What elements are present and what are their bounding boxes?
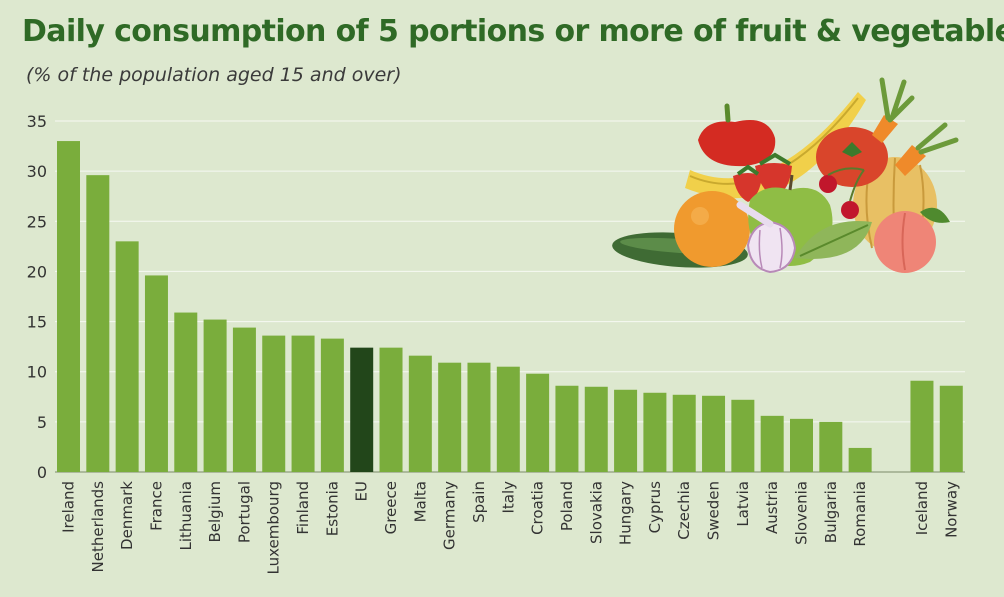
- bar-poland: [555, 385, 579, 472]
- x-tick-label: France: [147, 481, 165, 531]
- x-tick-label: Estonia: [323, 481, 341, 536]
- bar-france: [144, 275, 168, 472]
- x-tick-label: Hungary: [617, 481, 635, 545]
- bar-italy: [496, 366, 520, 472]
- bar-greece: [379, 347, 403, 472]
- x-tick-label: Lithuania: [177, 481, 195, 550]
- x-tick-label: Czechia: [675, 481, 693, 540]
- y-tick-label: 25: [27, 212, 47, 231]
- bar-iceland: [910, 380, 934, 472]
- y-tick-label: 15: [27, 313, 47, 332]
- bar-luxembourg: [262, 335, 286, 472]
- chart-subtitle: (% of the population aged 15 and over): [26, 64, 402, 86]
- x-tick-label: Netherlands: [89, 481, 107, 573]
- bar-bulgaria: [819, 421, 843, 472]
- bar-portugal: [232, 327, 256, 472]
- bar-netherlands: [86, 175, 110, 472]
- y-tick-label: 35: [27, 112, 47, 131]
- bar-germany: [438, 362, 462, 472]
- bar-croatia: [526, 373, 550, 472]
- bar-estonia: [320, 338, 344, 472]
- x-tick-label: Austria: [763, 481, 781, 534]
- x-tick-label: Italy: [499, 481, 517, 514]
- bar-slovakia: [584, 386, 608, 472]
- x-tick-label: Iceland: [913, 481, 931, 535]
- bar-slovenia: [790, 418, 813, 472]
- bar-romania: [848, 447, 872, 472]
- x-tick-label: Belgium: [206, 481, 224, 543]
- bar-denmark: [115, 241, 139, 472]
- x-tick-label: Slovenia: [793, 481, 811, 545]
- x-tick-label: Portugal: [235, 481, 253, 543]
- bar-latvia: [731, 399, 755, 472]
- x-tick-label: Poland: [558, 481, 576, 531]
- bar-ireland: [57, 141, 80, 472]
- y-tick-label: 10: [27, 363, 47, 382]
- y-tick-label: 20: [27, 262, 47, 281]
- x-tick-label: Ireland: [60, 481, 78, 533]
- y-tick-label: 30: [27, 162, 47, 181]
- x-tick-label: Spain: [470, 481, 488, 523]
- bar-lithuania: [174, 312, 198, 472]
- x-tick-labels: Ireland Netherlands Denmark France Lithuania…: [60, 481, 961, 575]
- y-tick-label: 5: [37, 413, 47, 432]
- bar-norway: [939, 385, 963, 472]
- x-tick-label: Denmark: [118, 481, 136, 550]
- bars-layer: [57, 141, 963, 472]
- y-tick-labels: 0 5 10 15 20 25 30 35: [27, 112, 47, 482]
- x-tick-label: Bulgaria: [822, 481, 840, 543]
- bar-finland: [291, 335, 315, 472]
- x-tick-label: Greece: [382, 481, 400, 534]
- x-tick-label: Croatia: [529, 481, 547, 535]
- x-tick-label: Luxembourg: [265, 481, 283, 575]
- x-tick-label: Germany: [441, 481, 459, 550]
- x-tick-label: Sweden: [705, 481, 723, 540]
- bar-czechia: [672, 394, 696, 472]
- bar-spain: [467, 362, 491, 472]
- x-tick-label: Latvia: [734, 481, 752, 527]
- x-tick-label: Cyprus: [646, 481, 664, 534]
- bar-malta: [408, 355, 432, 472]
- bar-belgium: [203, 319, 227, 472]
- bar-sweden: [702, 395, 726, 472]
- x-tick-label: EU: [353, 481, 371, 501]
- x-tick-label: Romania: [851, 481, 869, 547]
- x-tick-label: Finland: [294, 481, 312, 535]
- bar-cyprus: [643, 392, 667, 472]
- fruit-vegetables-illustration: [612, 77, 959, 274]
- bar-austria: [760, 415, 784, 472]
- chart-title: Daily consumption of 5 portions or more …: [22, 14, 1004, 49]
- bar-hungary: [614, 389, 638, 472]
- x-tick-label: Norway: [942, 481, 960, 538]
- x-tick-label: Slovakia: [587, 481, 605, 544]
- bar-eu: [350, 347, 374, 472]
- y-tick-label: 0: [37, 463, 47, 482]
- x-tick-label: Malta: [411, 481, 429, 522]
